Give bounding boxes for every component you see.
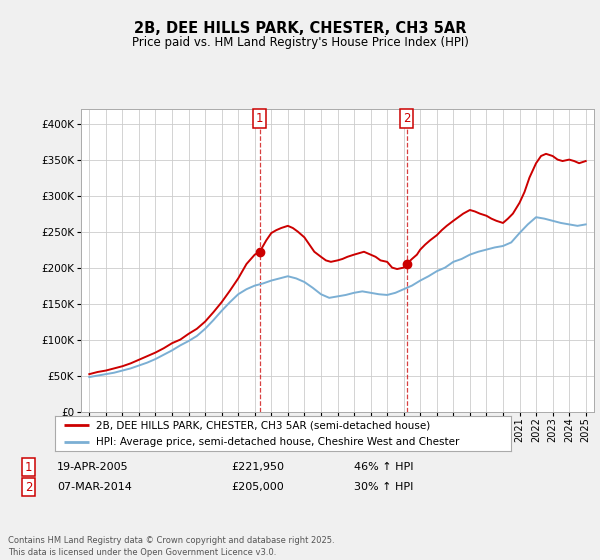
Text: 2: 2 (403, 112, 410, 125)
Text: 1: 1 (256, 112, 263, 125)
Text: HPI: Average price, semi-detached house, Cheshire West and Chester: HPI: Average price, semi-detached house,… (96, 437, 460, 447)
Text: 2B, DEE HILLS PARK, CHESTER, CH3 5AR: 2B, DEE HILLS PARK, CHESTER, CH3 5AR (134, 21, 466, 36)
Text: 1: 1 (25, 460, 32, 474)
Text: 2B, DEE HILLS PARK, CHESTER, CH3 5AR (semi-detached house): 2B, DEE HILLS PARK, CHESTER, CH3 5AR (se… (96, 421, 430, 431)
Text: £205,000: £205,000 (231, 482, 284, 492)
Text: Price paid vs. HM Land Registry's House Price Index (HPI): Price paid vs. HM Land Registry's House … (131, 36, 469, 49)
Text: Contains HM Land Registry data © Crown copyright and database right 2025.
This d: Contains HM Land Registry data © Crown c… (8, 536, 334, 557)
Text: 2: 2 (25, 480, 32, 494)
Text: 07-MAR-2014: 07-MAR-2014 (57, 482, 132, 492)
Text: 19-APR-2005: 19-APR-2005 (57, 462, 128, 472)
Text: 30% ↑ HPI: 30% ↑ HPI (354, 482, 413, 492)
Text: £221,950: £221,950 (231, 462, 284, 472)
Text: 46% ↑ HPI: 46% ↑ HPI (354, 462, 413, 472)
